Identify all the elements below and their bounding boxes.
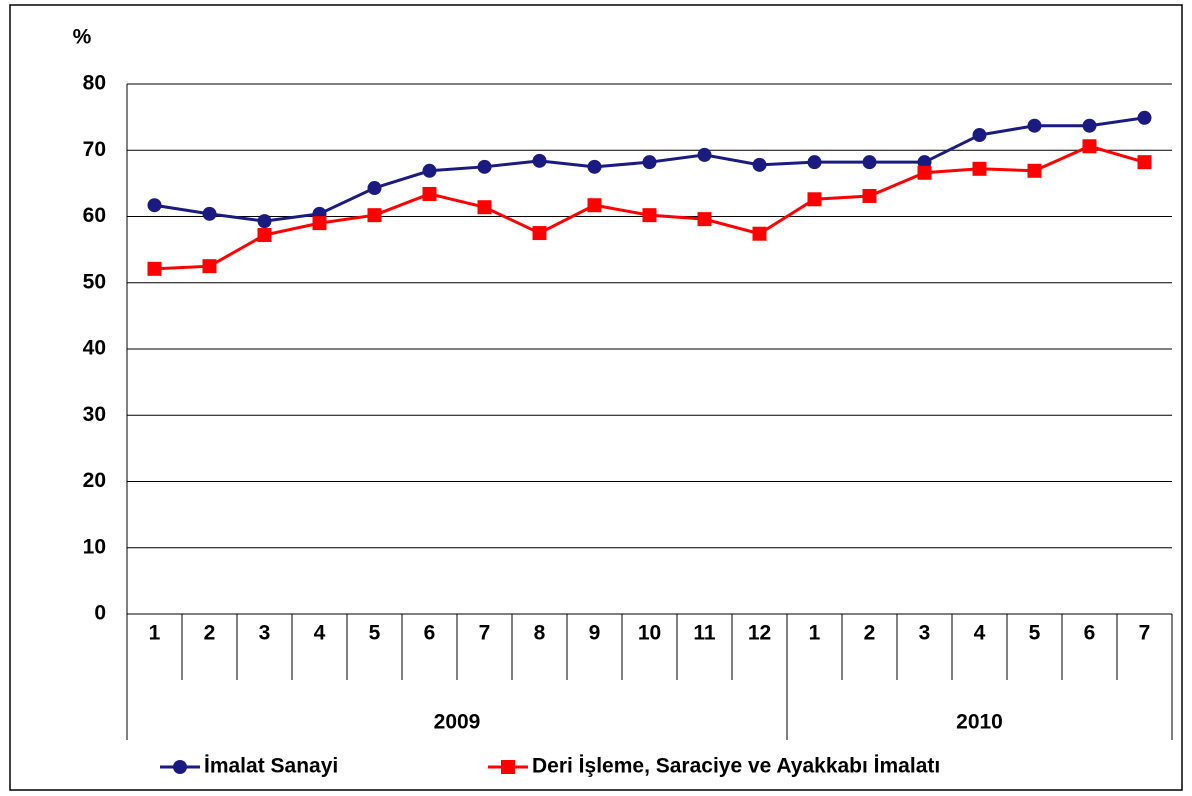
point xyxy=(422,186,437,201)
x-tick-label: 1 xyxy=(809,622,821,645)
y-tick-label: 10 xyxy=(83,535,106,558)
point xyxy=(642,208,657,223)
y-tick-label: 30 xyxy=(83,403,106,426)
x-tick-label: 4 xyxy=(314,622,326,645)
point xyxy=(257,228,272,243)
x-tick-label: 11 xyxy=(693,622,716,645)
point xyxy=(917,155,932,170)
x-tick-label: 4 xyxy=(974,622,986,645)
y-tick-label: 60 xyxy=(83,204,106,227)
point xyxy=(257,214,272,229)
point xyxy=(972,161,987,176)
y-tick-label: 20 xyxy=(83,469,106,492)
point xyxy=(1082,118,1097,133)
point xyxy=(147,198,162,213)
y-axis-label: % xyxy=(73,26,92,49)
point xyxy=(367,208,382,223)
point xyxy=(477,200,492,215)
x-tick-label: 7 xyxy=(1139,622,1151,645)
chart-border xyxy=(9,4,1183,791)
x-tick-label: 6 xyxy=(1084,622,1096,645)
x-tick-label: 1 xyxy=(149,622,161,645)
point xyxy=(1137,110,1152,125)
x-group-label: 2009 xyxy=(434,711,481,734)
point xyxy=(202,259,217,274)
point xyxy=(147,261,162,276)
point xyxy=(752,226,767,241)
point xyxy=(1027,163,1042,178)
x-tick-label: 3 xyxy=(259,622,271,645)
point xyxy=(917,165,932,180)
point xyxy=(422,163,437,178)
y-tick-label: 70 xyxy=(83,138,106,161)
x-tick-label: 8 xyxy=(534,622,546,645)
point xyxy=(587,159,602,174)
point xyxy=(1082,139,1097,154)
legend-label: İmalat Sanayi xyxy=(204,755,338,778)
x-tick-label: 3 xyxy=(919,622,931,645)
x-tick-label: 7 xyxy=(479,622,491,645)
point xyxy=(477,159,492,174)
point xyxy=(532,153,547,168)
point xyxy=(862,155,877,170)
point xyxy=(1027,118,1042,133)
y-tick-label: 50 xyxy=(83,270,106,293)
point xyxy=(807,155,822,170)
y-tick-label: 40 xyxy=(83,337,106,360)
point xyxy=(972,128,987,143)
y-tick-label: 80 xyxy=(83,72,106,95)
point xyxy=(367,181,382,196)
x-tick-label: 5 xyxy=(369,622,381,645)
point xyxy=(862,188,877,203)
x-group-label: 2010 xyxy=(956,711,1003,734)
x-tick-label: 2 xyxy=(864,622,876,645)
y-tick-label: 0 xyxy=(94,602,106,625)
x-tick-label: 6 xyxy=(424,622,436,645)
point xyxy=(807,192,822,207)
x-tick-label: 10 xyxy=(638,622,661,645)
point xyxy=(202,206,217,221)
point xyxy=(697,212,712,227)
point xyxy=(697,147,712,162)
point xyxy=(752,157,767,172)
point xyxy=(587,198,602,213)
x-tick-label: 2 xyxy=(204,622,216,645)
point xyxy=(312,216,327,231)
legend-marker xyxy=(501,760,515,774)
x-tick-label: 9 xyxy=(589,622,601,645)
point xyxy=(642,155,657,170)
legend-marker xyxy=(173,760,187,774)
legend-label: Deri İşleme, Saraciye ve Ayakkabı İmalat… xyxy=(532,755,940,778)
point xyxy=(532,226,547,241)
point xyxy=(1137,155,1152,170)
x-tick-label: 12 xyxy=(748,622,771,645)
x-tick-label: 5 xyxy=(1029,622,1041,645)
